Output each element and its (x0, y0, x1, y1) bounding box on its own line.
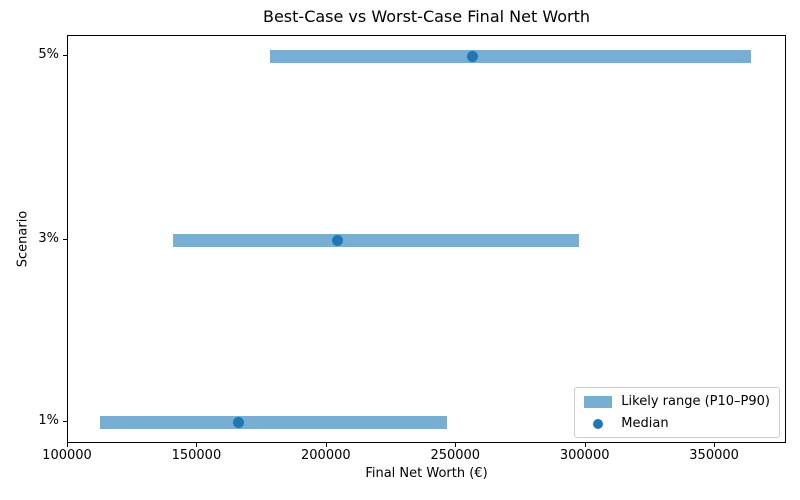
median-dot (232, 417, 244, 428)
x-tick-label: 100000 (42, 448, 92, 463)
x-tick-mark (455, 443, 457, 447)
median-swatch-icon (593, 418, 604, 429)
chart-title: Best-Case vs Worst-Case Final Net Worth (262, 7, 590, 26)
x-tick-mark (714, 443, 716, 447)
x-tick-label: 150000 (171, 448, 222, 463)
x-tick-label: 350000 (689, 448, 739, 463)
y-tick-label: 1% (38, 413, 59, 428)
legend-item-range: Likely range (P10–P90) (584, 394, 770, 409)
y-tick-mark (63, 421, 67, 422)
range-bar (99, 416, 448, 429)
legend: Likely range (P10–P90) Median (574, 387, 780, 438)
x-tick-label: 200000 (301, 448, 351, 463)
x-tick-mark (196, 443, 198, 447)
x-tick-mark (67, 443, 68, 447)
x-tick-label: 300000 (559, 448, 610, 463)
x-tick-mark (325, 443, 327, 447)
x-tick-mark (584, 443, 586, 447)
range-bar (172, 234, 580, 247)
x-tick-label: 250000 (430, 448, 481, 463)
median-dot (466, 51, 478, 62)
y-tick-label: 3% (38, 231, 59, 246)
range-swatch-icon (584, 395, 613, 408)
y-tick-mark (63, 239, 67, 240)
legend-range-label: Likely range (P10–P90) (621, 394, 770, 409)
plot-area: Likely range (P10–P90) Median (67, 35, 786, 443)
legend-median-label: Median (621, 416, 669, 431)
y-tick-label: 5% (38, 47, 59, 62)
median-swatch-slot (584, 418, 612, 429)
legend-item-median: Median (584, 416, 770, 431)
median-dot (332, 235, 344, 246)
range-swatch-slot (584, 395, 613, 408)
x-axis-label: Final Net Worth (€) (365, 466, 488, 481)
range-bar (269, 50, 752, 63)
y-tick-mark (63, 55, 67, 56)
